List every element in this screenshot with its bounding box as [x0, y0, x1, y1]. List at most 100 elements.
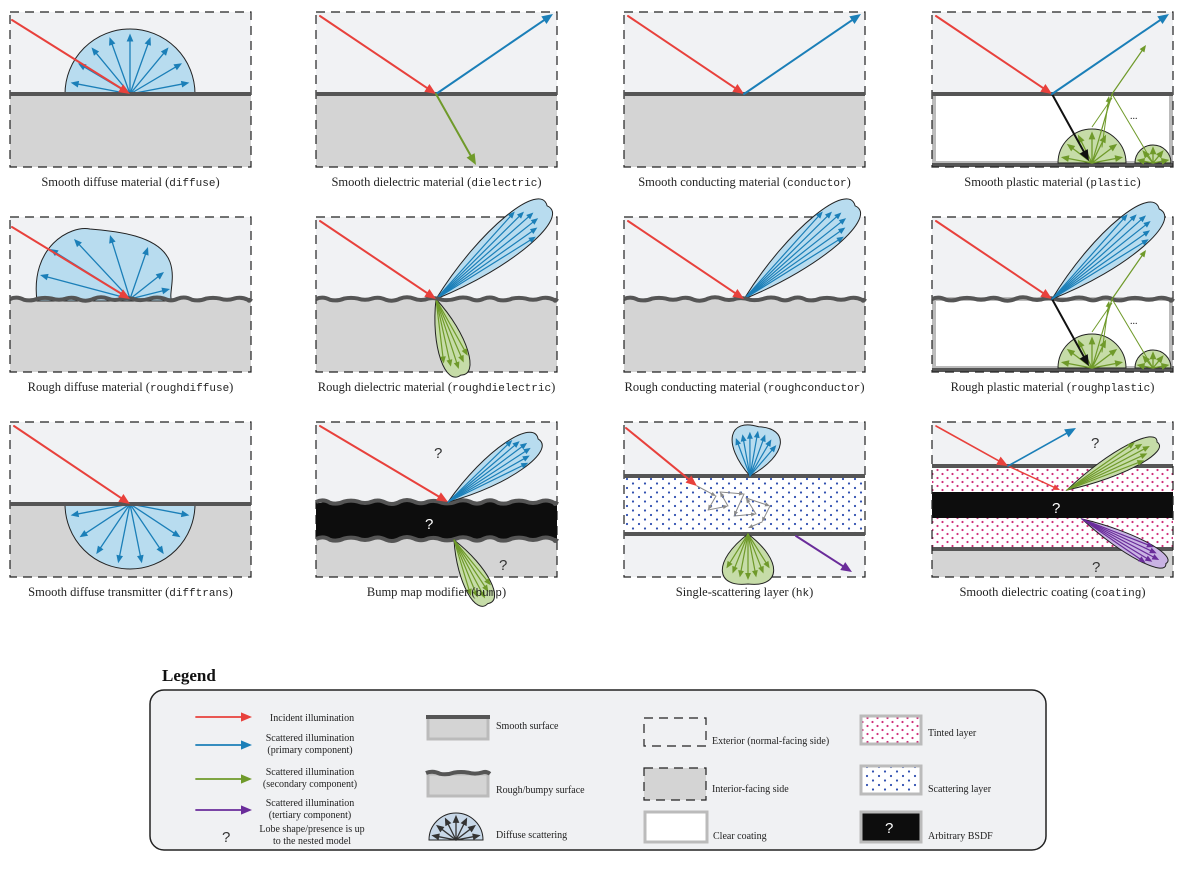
random-walk-step — [707, 504, 728, 511]
legend-primary-label: Scattered illumination (primary component… — [266, 733, 355, 756]
inner-diffuse-lobe-2-ray — [1149, 351, 1157, 369]
internal-bounce — [1101, 301, 1111, 353]
coating-tertiary-lobe-ray — [1081, 518, 1153, 562]
reflection-lobe-ray — [435, 211, 515, 300]
transmission-diffuse-lobe-ray — [129, 503, 144, 564]
coating-tertiary-lobe — [1080, 518, 1169, 569]
panel-caption: Rough diffuse material (roughdiffuse) — [28, 380, 234, 395]
coating-secondary-lobe-ray — [1066, 460, 1145, 491]
transmission-diffuse-lobe-ray — [79, 503, 131, 538]
random-walk-step — [746, 498, 757, 515]
random-walk-step — [696, 485, 716, 496]
incident-arrow — [13, 425, 130, 504]
bump-reflection-lobe-ray — [447, 462, 529, 503]
panel-coating: ??? — [931, 421, 1174, 578]
ellipsis-mark: ... — [1130, 111, 1138, 122]
legend-primary-arrow — [195, 740, 252, 750]
legend-scattering-label: Scattering layer — [928, 784, 992, 795]
legend-exterior-swatch — [643, 717, 707, 747]
random-walk-step — [762, 505, 771, 522]
secondary-exit-arrow — [1111, 45, 1146, 95]
reflected-arrow — [1007, 428, 1076, 467]
inner-diffuse-lobe-2-ray — [1152, 363, 1170, 370]
inner-diffuse-lobe-2 — [1134, 144, 1172, 165]
legend-secondary-label: Scattered illumination (secondary compone… — [263, 767, 357, 790]
bump-transmission-lobe-ray — [453, 539, 486, 599]
legend-diffuse-icon-ray — [455, 833, 481, 841]
coating-tertiary-lobe-ray — [1081, 518, 1157, 554]
legend-tertiary-label: Scattered illumination (tertiary componen… — [266, 798, 355, 821]
transmitted-arrow — [435, 93, 476, 165]
incident-arrow — [319, 220, 436, 299]
incident-arrow — [319, 15, 436, 94]
panel-roughplastic: ... — [931, 201, 1175, 373]
inner-diffuse-lobe-ray — [1060, 360, 1093, 369]
legend-diffuse-icon-ray — [455, 817, 468, 841]
incident-arrow — [11, 226, 130, 299]
reflected-arrow — [435, 14, 553, 95]
inner-diffuse-lobe-2-ray — [1136, 363, 1154, 370]
incident-arrow — [935, 220, 1052, 299]
legend-smooth-surface-label: Smooth surface — [496, 721, 559, 732]
random-walk-step — [745, 497, 770, 507]
legend-secondary-arrow — [195, 774, 252, 784]
panel-caption: Smooth plastic material (plastic) — [964, 175, 1140, 190]
hk-transmission-lobe-ray — [747, 533, 764, 574]
specular-lobe-ray — [1051, 214, 1137, 300]
exterior-frame — [623, 216, 866, 373]
bumpy-surface-top — [315, 498, 559, 506]
question-mark-bottom: ? — [499, 557, 507, 574]
transmission-diffuse-lobe-ray — [129, 503, 164, 555]
inner-diffuse-lobe-ray — [1088, 131, 1096, 164]
rough-diffuse-ray — [109, 235, 131, 300]
coating-tertiary-lobe-ray — [1081, 518, 1160, 561]
clear-coating-layer — [932, 92, 1173, 165]
legend-diffuse-icon — [428, 812, 484, 841]
legend-diffuse-icon-ray — [444, 817, 457, 841]
legend-diffuse-label: Diffuse scattering — [496, 830, 567, 841]
specular-lobe-ray — [1051, 220, 1151, 300]
hk-transmission-lobe-ray — [745, 533, 751, 580]
inner-diffuse-lobe-ray — [1060, 155, 1093, 164]
reflection-lobe-ray — [435, 211, 524, 300]
hk-transmission-lobe-ray — [747, 533, 770, 569]
reflection-lobe-ray — [743, 236, 844, 300]
random-walk-step — [708, 495, 717, 510]
inner-diffuse-lobe-2-ray — [1136, 158, 1154, 165]
reflection-lobe — [434, 198, 554, 301]
hk-reflection-lobe-ray — [749, 445, 777, 477]
incident-arrow — [625, 427, 697, 486]
panel-dielectric — [315, 11, 558, 168]
panel-caption: Smooth dielectric material (dielectric) — [331, 175, 541, 190]
panel-conductor — [623, 11, 866, 168]
inner-diffuse-lobe-ray — [1091, 155, 1124, 164]
legend-rough-surface-label: Rough/bumpy surface — [496, 785, 585, 796]
transmission-lobe-ray — [435, 298, 453, 367]
internal-bounce — [1101, 96, 1111, 148]
hk-reflection-lobe — [731, 424, 781, 477]
transmission-diffuse-lobe-ray — [129, 503, 181, 538]
specular-lobe-ray — [1051, 214, 1128, 300]
rough-diffuse-ray — [40, 273, 131, 300]
inner-diffuse-lobe-2-ray — [1152, 158, 1170, 165]
legend-incident-label: Incident illumination — [270, 713, 354, 724]
hk-reflection-lobe-ray — [735, 437, 751, 477]
legend-scattering-swatch — [859, 764, 923, 796]
hk-reflection-lobe-ray — [749, 439, 772, 477]
tertiary-arrow — [795, 535, 852, 572]
clear-coating-layer — [932, 297, 1173, 370]
legend-lobe-label: Lobe shape/presence is up to the nested m… — [259, 824, 364, 847]
ellipsis-mark: ... — [1130, 316, 1138, 327]
coating-tertiary-lobe-ray — [1081, 518, 1146, 563]
exterior-frame — [9, 421, 252, 578]
transmission-lobe-ray — [435, 298, 446, 364]
legend-diffuse-icon-ray — [455, 824, 477, 841]
legend-interior-label: Interior-facing side — [712, 784, 789, 795]
rough-surface — [315, 295, 559, 303]
bump-transmission-lobe-ray — [453, 539, 489, 592]
legend-tertiary-arrow — [195, 805, 252, 815]
inner-diffuse-lobe-ray — [1091, 143, 1118, 164]
legend-bsdf-label: Arbitrary BSDF — [928, 831, 993, 842]
inner-diffuse-lobe-2 — [1134, 349, 1172, 370]
